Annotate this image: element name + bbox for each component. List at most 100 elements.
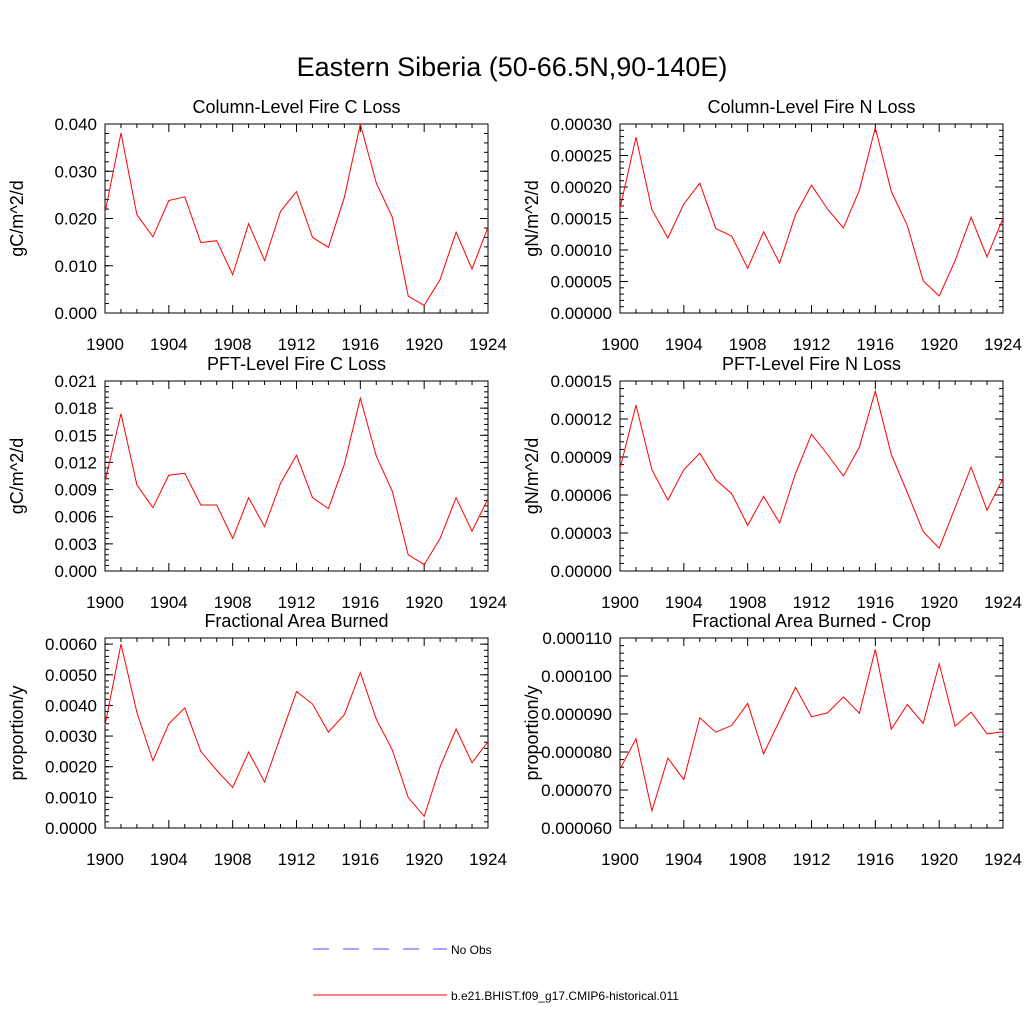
x-tick-label: 1924 <box>469 850 507 869</box>
y-axis-label: gN/m^2/d <box>522 180 542 256</box>
x-tick-label: 1912 <box>278 850 316 869</box>
y-tick-label: 0.000060 <box>541 819 612 838</box>
x-tick-label: 1924 <box>469 335 507 354</box>
y-axis-label: gN/m^2/d <box>522 438 542 514</box>
x-tick-label: 1904 <box>150 593 188 612</box>
x-tick-label: 1900 <box>601 335 639 354</box>
figure-title: Eastern Siberia (50-66.5N,90-140E) <box>297 52 728 82</box>
y-tick-label: 0.0060 <box>45 635 97 654</box>
y-tick-label: 0.00006 <box>551 486 612 505</box>
y-tick-label: 0.020 <box>54 210 97 229</box>
legend-model-label: b.e21.BHIST.f09_g17.CMIP6-historical.011 <box>451 989 679 1003</box>
plot-frame <box>619 380 1004 572</box>
y-tick-label: 0.018 <box>54 399 97 418</box>
chart-panel-2: Column-Level Fire N Loss 1900 1904 1908 1912… <box>522 97 1022 354</box>
y-axis-label: gC/m^2/d <box>7 180 27 256</box>
panels: Column-Level Fire C Loss 1900 1904 1908 1912… <box>7 97 1022 869</box>
y-tick-label: 0.0050 <box>45 666 97 685</box>
x-tick-label: 1924 <box>984 850 1022 869</box>
x-tick-label: 1900 <box>86 593 124 612</box>
x-tick-label: 1912 <box>278 593 316 612</box>
x-tick-label: 1912 <box>278 335 316 354</box>
series-line <box>619 649 1004 813</box>
x-tick-label: 1920 <box>405 335 443 354</box>
y-tick-label: 0.0030 <box>45 727 97 746</box>
y-tick-label: 0.000090 <box>541 705 612 724</box>
legend-no-obs-label: No Obs <box>451 943 492 957</box>
x-tick-label: 1904 <box>150 850 188 869</box>
panel-title: Fractional Area Burned - Crop <box>692 611 931 631</box>
y-tick-label: 0.006 <box>54 508 97 527</box>
x-tick-label: 1904 <box>665 335 703 354</box>
y-tick-label: 0.000070 <box>541 781 612 800</box>
x-tick-label: 1916 <box>856 335 894 354</box>
y-axis-label: proportion/y <box>7 685 27 780</box>
y-tick-label: 0.0000 <box>45 819 97 838</box>
y-tick-label: 0.003 <box>54 535 97 554</box>
x-tick-label: 1920 <box>920 593 958 612</box>
panel-title: PFT-Level Fire C Loss <box>207 354 386 374</box>
y-tick-label: 0.000110 <box>542 629 612 648</box>
y-axis-label: gC/m^2/d <box>7 438 27 514</box>
y-tick-label: 0.00005 <box>551 273 612 292</box>
y-axis-label: proportion/y <box>522 685 542 780</box>
x-tick-label: 1908 <box>214 593 252 612</box>
y-tick-label: 0.00012 <box>551 410 612 429</box>
y-tick-label: 0.010 <box>54 257 97 276</box>
x-tick-label: 1900 <box>86 850 124 869</box>
y-tick-label: 0.000100 <box>541 667 612 686</box>
x-tick-label: 1916 <box>856 850 894 869</box>
y-tick-label: 0.0010 <box>45 788 97 807</box>
x-tick-label: 1900 <box>601 593 639 612</box>
x-tick-label: 1924 <box>469 593 507 612</box>
series-line <box>104 123 489 307</box>
chart-panel-6: Fractional Area Burned - Crop 1900 1904 190… <box>522 611 1022 869</box>
y-tick-label: 0.00020 <box>551 178 612 197</box>
series-line <box>619 127 1004 297</box>
y-tick-label: 0.00003 <box>551 524 612 543</box>
y-tick-label: 0.000080 <box>541 743 612 762</box>
x-tick-label: 1924 <box>984 593 1022 612</box>
x-tick-label: 1908 <box>214 335 252 354</box>
chart-panel-3: PFT-Level Fire C Loss 1900 1904 1908 1912 191… <box>7 354 507 612</box>
x-tick-label: 1920 <box>405 593 443 612</box>
y-tick-label: 0.0020 <box>45 758 97 777</box>
y-tick-label: 0.000 <box>54 304 97 323</box>
y-tick-label: 0.0040 <box>45 696 97 715</box>
panel-title: Column-Level Fire N Loss <box>707 97 915 117</box>
y-tick-label: 0.00000 <box>551 562 612 581</box>
y-tick-label: 0.009 <box>54 481 97 500</box>
x-tick-label: 1904 <box>665 850 703 869</box>
y-tick-label: 0.040 <box>54 115 97 134</box>
x-tick-label: 1900 <box>86 335 124 354</box>
x-tick-label: 1916 <box>341 593 379 612</box>
plot-frame <box>104 637 489 829</box>
plot-frame <box>104 123 489 314</box>
x-tick-label: 1916 <box>856 593 894 612</box>
x-tick-label: 1900 <box>601 850 639 869</box>
x-tick-label: 1908 <box>729 335 767 354</box>
chart-panel-5: Fractional Area Burned 1900 1904 1908 1912 19… <box>7 611 507 869</box>
x-tick-label: 1904 <box>665 593 703 612</box>
y-tick-label: 0.00010 <box>551 241 612 260</box>
plot-frame <box>104 380 489 572</box>
x-tick-label: 1908 <box>729 850 767 869</box>
panel-title: PFT-Level Fire N Loss <box>722 354 901 374</box>
x-tick-label: 1920 <box>405 850 443 869</box>
series-line <box>619 389 1004 550</box>
x-tick-label: 1916 <box>341 335 379 354</box>
y-tick-label: 0.012 <box>54 453 97 472</box>
panel-title: Column-Level Fire C Loss <box>192 97 400 117</box>
y-tick-label: 0.000 <box>54 562 97 581</box>
panel-title: Fractional Area Burned <box>204 611 388 631</box>
x-tick-label: 1912 <box>793 850 831 869</box>
x-tick-label: 1908 <box>214 850 252 869</box>
y-tick-label: 0.00000 <box>551 304 612 323</box>
y-tick-label: 0.00015 <box>551 372 612 391</box>
y-tick-label: 0.00025 <box>551 147 612 166</box>
x-tick-label: 1924 <box>984 335 1022 354</box>
x-tick-label: 1916 <box>341 850 379 869</box>
x-tick-label: 1920 <box>920 335 958 354</box>
x-tick-label: 1920 <box>920 850 958 869</box>
